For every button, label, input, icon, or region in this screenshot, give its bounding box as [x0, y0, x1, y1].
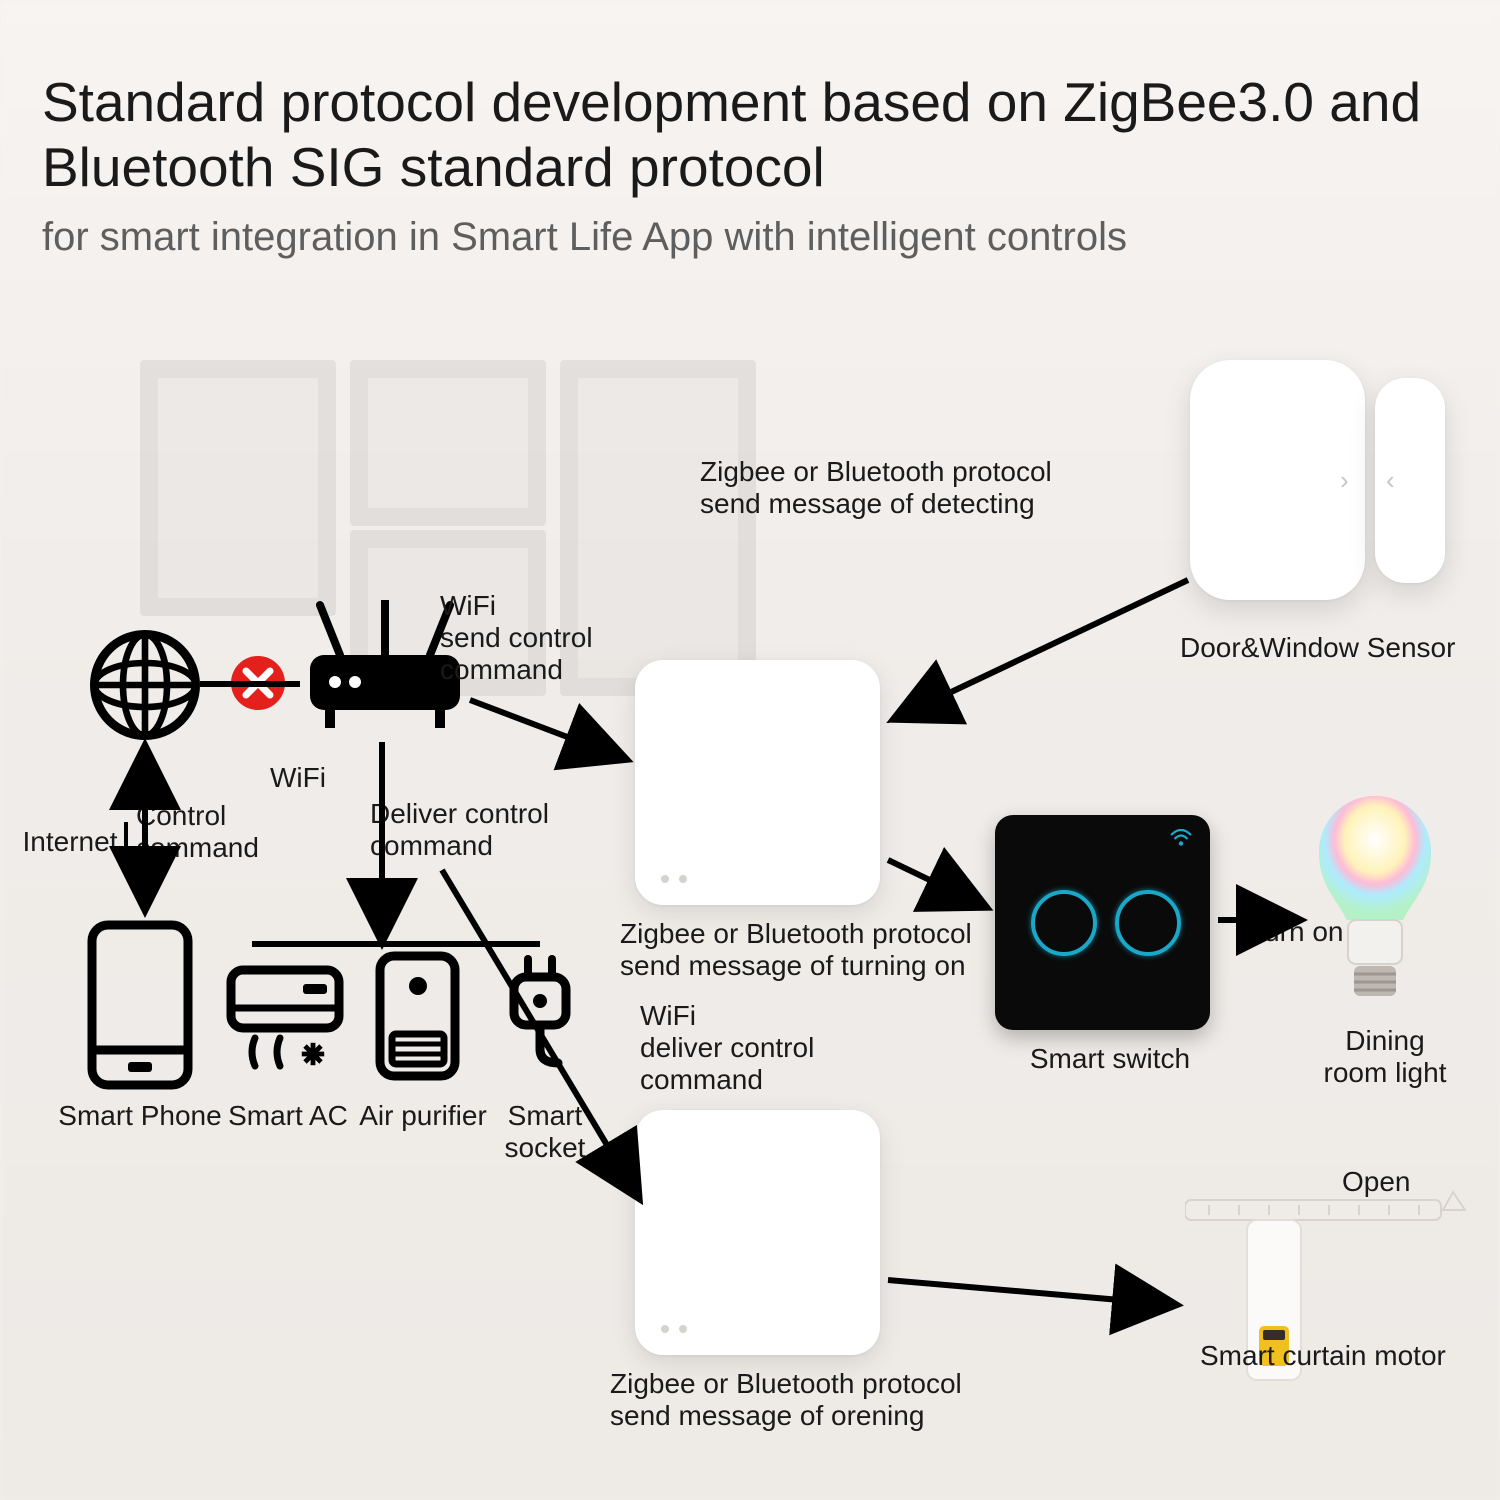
page-subtitle: for smart integration in Smart Life App … [42, 215, 1440, 260]
door-window-sensor: › ‹ [1190, 350, 1460, 610]
hub-bottom [635, 1110, 880, 1355]
label-wifi: WiFi [270, 762, 350, 794]
label-smartsocket: Smart socket [480, 1100, 610, 1164]
label-smartac: Smart AC [208, 1100, 368, 1132]
label-wifi-send: WiFi send control command [440, 590, 640, 687]
phone-icon [80, 920, 200, 1090]
page-title: Standard protocol development based on Z… [42, 70, 1440, 200]
label-detect-msg: Zigbee or Bluetooth protocol send messag… [700, 456, 1140, 520]
wifi-icon [1170, 829, 1192, 847]
label-curtain-motor: Smart curtain motor [1200, 1340, 1500, 1372]
label-smart-switch: Smart switch [1010, 1043, 1210, 1075]
curtain-motor [1185, 1180, 1475, 1410]
label-turnon-msg: Zigbee or Bluetooth protocol send messag… [620, 918, 1060, 982]
globe-icon [90, 630, 200, 740]
purifier-icon [370, 950, 465, 1090]
label-airpurifier: Air purifier [348, 1100, 498, 1132]
label-open: Open [1342, 1166, 1472, 1198]
label-wifi-deliver: WiFi deliver control command [640, 1000, 870, 1097]
dining-bulb [1310, 790, 1440, 1010]
label-deliver: Deliver control command [370, 798, 590, 862]
label-control-command: Control command [136, 800, 286, 864]
socket-icon [500, 955, 580, 1075]
hub-top [635, 660, 880, 905]
label-open-msg: Zigbee or Bluetooth protocol send messag… [610, 1368, 1050, 1432]
label-door-sensor: Door&Window Sensor [1180, 632, 1500, 664]
label-dining-light: Dining room light [1300, 1025, 1470, 1089]
label-turn-on: Turn on [1248, 916, 1388, 948]
error-icon [230, 655, 286, 711]
label-internet: Internet [10, 826, 130, 858]
ac-icon [225, 960, 345, 1080]
